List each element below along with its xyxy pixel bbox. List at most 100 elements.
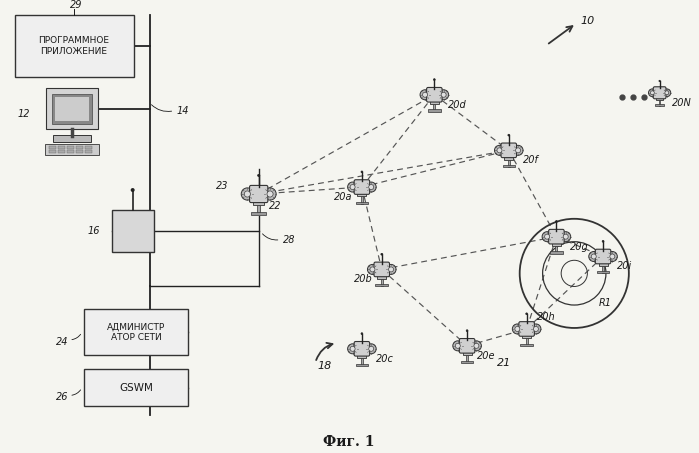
Bar [257, 206, 260, 214]
Text: 20g: 20g [570, 241, 589, 251]
Bar [461, 361, 473, 363]
Bar [520, 344, 533, 346]
Circle shape [474, 343, 479, 348]
Circle shape [386, 265, 396, 275]
Circle shape [381, 253, 382, 255]
Bar [375, 284, 388, 286]
Circle shape [512, 324, 522, 334]
FancyBboxPatch shape [463, 352, 472, 355]
Text: 20N: 20N [672, 98, 691, 108]
Circle shape [542, 231, 552, 241]
Text: GSWM: GSWM [120, 382, 153, 392]
Bar [602, 266, 604, 273]
Bar [550, 251, 563, 254]
Text: 10: 10 [580, 16, 594, 26]
FancyBboxPatch shape [552, 242, 561, 246]
Circle shape [531, 324, 541, 334]
Circle shape [466, 330, 468, 332]
Bar [85, 146, 92, 149]
FancyBboxPatch shape [250, 185, 268, 202]
Text: АДМИНИСТР
АТОР СЕТИ: АДМИНИСТР АТОР СЕТИ [107, 322, 165, 342]
Circle shape [370, 267, 375, 272]
Bar [356, 364, 368, 366]
FancyBboxPatch shape [112, 210, 154, 251]
Circle shape [508, 134, 510, 136]
Bar [58, 150, 65, 153]
Circle shape [545, 234, 549, 239]
Bar [433, 104, 435, 111]
Text: 23: 23 [217, 181, 229, 191]
Circle shape [361, 333, 363, 334]
Circle shape [244, 191, 250, 197]
Circle shape [241, 188, 254, 200]
FancyBboxPatch shape [357, 193, 366, 197]
Bar [67, 150, 74, 153]
Bar [52, 94, 92, 124]
Text: 16: 16 [87, 226, 100, 236]
Circle shape [350, 184, 355, 189]
FancyBboxPatch shape [84, 309, 188, 355]
FancyBboxPatch shape [549, 229, 564, 244]
Circle shape [441, 92, 446, 97]
Bar [428, 110, 440, 111]
Text: 20b: 20b [354, 275, 373, 284]
Bar [356, 202, 368, 204]
Circle shape [267, 191, 273, 197]
Bar [251, 212, 266, 215]
Text: 12: 12 [18, 109, 31, 119]
Circle shape [366, 344, 376, 354]
Bar [67, 146, 74, 149]
FancyBboxPatch shape [656, 97, 663, 100]
Circle shape [131, 188, 135, 192]
FancyBboxPatch shape [501, 143, 517, 158]
Circle shape [497, 148, 502, 153]
Text: 21: 21 [497, 358, 511, 368]
Bar [555, 246, 558, 253]
FancyBboxPatch shape [253, 201, 264, 206]
Bar [361, 358, 363, 365]
FancyBboxPatch shape [596, 249, 611, 264]
Bar [658, 100, 661, 106]
Circle shape [589, 251, 599, 261]
Circle shape [439, 90, 449, 100]
Bar [50, 146, 56, 149]
Text: 18: 18 [317, 361, 331, 371]
Circle shape [526, 313, 528, 315]
Circle shape [513, 145, 523, 155]
Circle shape [258, 174, 260, 177]
Circle shape [651, 91, 654, 95]
Circle shape [494, 145, 505, 155]
Text: 20i: 20i [617, 261, 632, 271]
Bar [76, 150, 83, 153]
Circle shape [389, 267, 394, 272]
FancyBboxPatch shape [354, 342, 370, 356]
Circle shape [361, 171, 363, 173]
Text: 26: 26 [56, 392, 69, 402]
Circle shape [453, 341, 463, 351]
Bar [526, 338, 528, 346]
Bar [76, 146, 83, 149]
Bar [381, 279, 383, 286]
Bar [655, 104, 665, 106]
Circle shape [561, 231, 570, 241]
Text: 14: 14 [176, 106, 189, 116]
FancyBboxPatch shape [357, 355, 366, 358]
Circle shape [563, 234, 568, 239]
Text: R1: R1 [599, 299, 612, 308]
Text: 20e: 20e [477, 351, 496, 361]
Circle shape [368, 265, 377, 275]
Text: 20c: 20c [376, 354, 394, 364]
FancyBboxPatch shape [519, 322, 534, 336]
Circle shape [533, 327, 538, 332]
FancyBboxPatch shape [598, 262, 607, 266]
Text: 22: 22 [268, 201, 281, 211]
Bar [597, 271, 610, 274]
Bar [55, 97, 89, 120]
Bar [503, 165, 515, 167]
FancyBboxPatch shape [426, 87, 442, 102]
Text: 20a: 20a [334, 192, 352, 202]
Bar [53, 135, 91, 142]
Text: Фиг. 1: Фиг. 1 [323, 435, 375, 449]
Bar [361, 197, 363, 203]
Circle shape [607, 251, 617, 261]
